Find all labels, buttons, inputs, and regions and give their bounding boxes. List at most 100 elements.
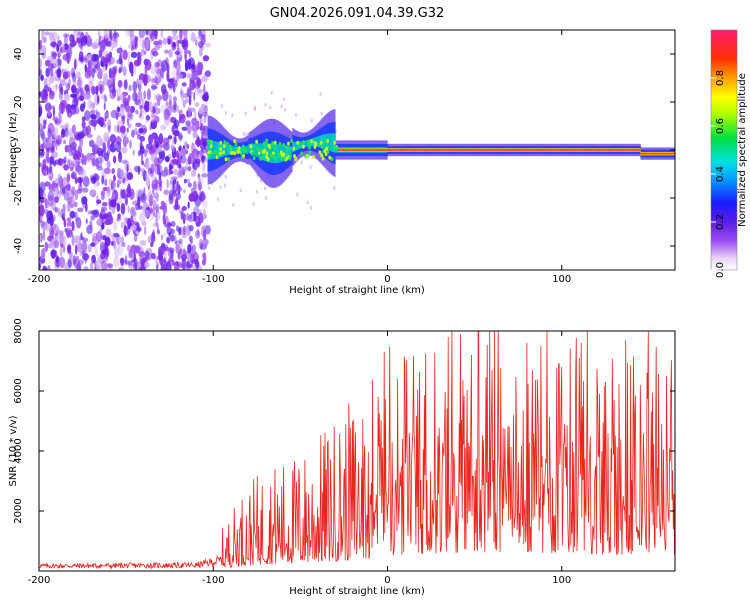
ridge-core xyxy=(254,143,257,156)
noise-blob xyxy=(81,240,88,253)
noise-blob xyxy=(44,31,51,36)
noise-blob xyxy=(96,165,103,171)
ridge-peak-center xyxy=(565,149,567,151)
ridge-speckle xyxy=(292,146,296,151)
ridge-speckle xyxy=(219,151,222,156)
noise-blob xyxy=(131,224,137,231)
noise-blob xyxy=(193,206,200,216)
noise-blob xyxy=(163,256,167,266)
ridge-peak-center xyxy=(355,149,358,151)
ridge-peak-center xyxy=(618,149,620,151)
ridge-peak-center xyxy=(610,149,612,151)
noise-blob xyxy=(180,154,187,164)
noise-blob xyxy=(163,142,170,151)
noise-blob xyxy=(39,233,42,243)
noise-blob xyxy=(127,111,133,119)
noise-blob xyxy=(77,207,84,213)
noise-blob xyxy=(166,236,171,244)
ridge-peak-center xyxy=(370,149,373,151)
ridge-speckle xyxy=(207,139,210,144)
noise-blob xyxy=(148,100,153,113)
ridge-speckle xyxy=(323,138,327,143)
noise-blob xyxy=(196,156,200,168)
noise-blob xyxy=(69,142,77,151)
ridge-peak-center xyxy=(626,149,629,151)
ridge-speckle xyxy=(241,144,245,149)
noise-blob xyxy=(88,139,95,148)
ridge-core xyxy=(270,143,272,163)
noise-blob xyxy=(107,78,113,89)
noise-blob xyxy=(115,244,120,251)
noise-blob xyxy=(125,255,129,261)
noise-blob xyxy=(151,85,158,90)
ridge-peak-center xyxy=(464,149,467,151)
noise-blob xyxy=(66,202,69,212)
noise-blob xyxy=(202,208,206,219)
ridge-peak-center xyxy=(437,149,440,151)
ridge-peak-center xyxy=(491,149,494,151)
noise-blob xyxy=(62,186,66,194)
ridge-peak-center xyxy=(666,152,669,155)
spectrogram-y-tick-label: -40 xyxy=(13,238,24,254)
noise-blob xyxy=(82,253,90,261)
snr-y-label: SNR (10 * v/v) xyxy=(8,415,19,486)
noise-blob xyxy=(194,39,198,47)
noise-blob xyxy=(196,136,201,148)
noise-blob xyxy=(41,30,45,39)
ridge-peak-center xyxy=(573,149,576,151)
colorbar-tick-label: 0.8 xyxy=(715,70,726,86)
sparse-blob xyxy=(320,111,323,116)
ridge-peak-center xyxy=(431,149,433,151)
noise-blob xyxy=(184,97,189,104)
ridge-peak-center xyxy=(526,149,528,151)
noise-blob xyxy=(116,197,123,204)
noise-blob xyxy=(181,39,189,51)
noise-blob xyxy=(39,40,42,50)
ridge-core xyxy=(275,144,278,164)
noise-blob xyxy=(67,159,73,164)
noise-blob xyxy=(105,63,108,71)
ridge-peak-center xyxy=(345,149,348,151)
ridge-peak-center xyxy=(559,149,562,151)
noise-blob xyxy=(47,235,53,242)
noise-blob xyxy=(125,104,132,113)
ridge-core xyxy=(318,136,320,148)
noise-blob xyxy=(72,255,77,265)
ridge-peak-center xyxy=(384,149,386,151)
noise-blob xyxy=(74,87,80,95)
colorbar-label: Normalized spectral amplitude xyxy=(737,73,748,227)
ridge-peak-center xyxy=(580,149,583,151)
sparse-blob xyxy=(264,196,268,201)
noise-blob xyxy=(54,159,61,166)
noise-blob xyxy=(90,85,97,95)
noise-blob xyxy=(64,93,70,102)
sparse-blob xyxy=(224,174,227,179)
noise-blob xyxy=(39,106,43,117)
noise-blob xyxy=(43,209,50,215)
ridge-peak-center xyxy=(619,149,622,151)
noise-blob xyxy=(100,61,104,67)
sparse-blob xyxy=(306,200,309,205)
ridge-peak-center xyxy=(447,149,450,151)
noise-blob xyxy=(192,130,198,139)
noise-blob xyxy=(39,68,43,77)
noise-blob xyxy=(76,150,81,161)
ridge-peak-center xyxy=(658,152,660,155)
noise-blob xyxy=(172,129,180,137)
sparse-blob xyxy=(252,201,255,206)
ridge-peak-center xyxy=(516,149,519,151)
noise-blob xyxy=(81,168,86,181)
noise-blob xyxy=(121,188,126,200)
noise-blob xyxy=(64,227,68,233)
noise-blob xyxy=(120,61,124,73)
noise-blob xyxy=(84,64,88,73)
noise-blob xyxy=(87,66,93,77)
noise-blob xyxy=(134,212,137,217)
noise-blob xyxy=(92,85,95,96)
noise-blob xyxy=(188,225,194,232)
noise-blob xyxy=(83,155,87,166)
noise-blob xyxy=(130,70,134,77)
noise-blob xyxy=(50,41,57,48)
noise-blob xyxy=(52,57,59,69)
ridge-peak-center xyxy=(477,149,479,151)
